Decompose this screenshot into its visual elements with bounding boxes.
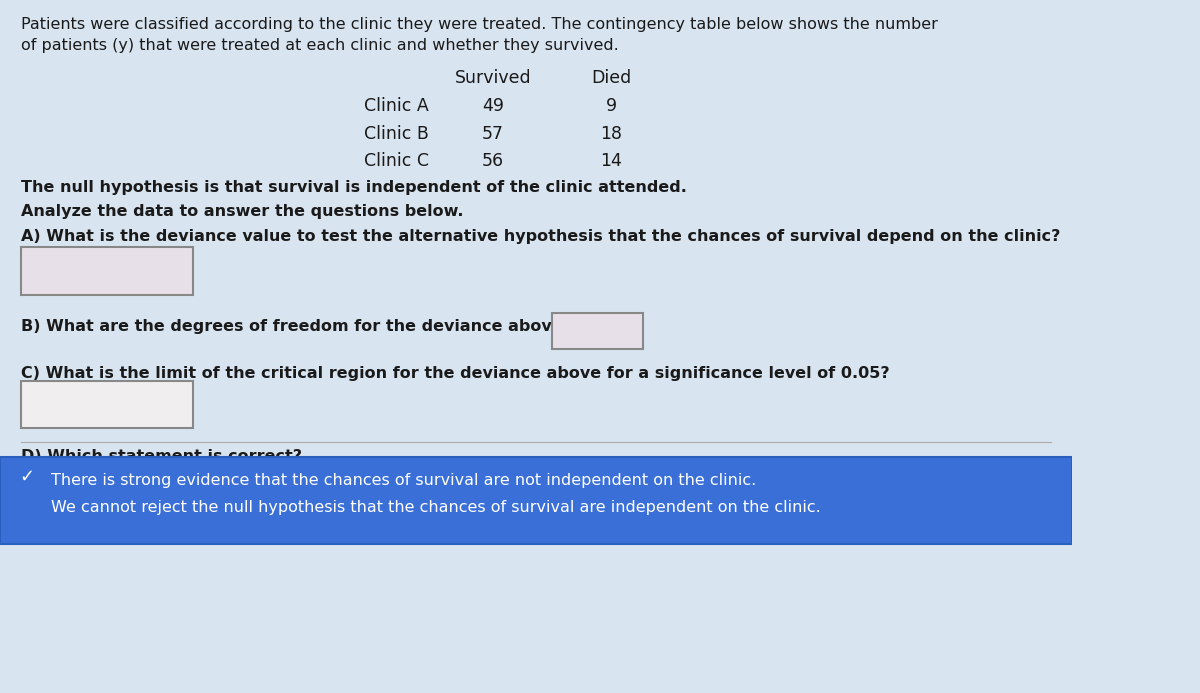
Text: 57: 57	[482, 125, 504, 143]
Text: Analyze the data to answer the questions below.: Analyze the data to answer the questions…	[22, 204, 464, 220]
FancyBboxPatch shape	[0, 457, 1072, 544]
FancyBboxPatch shape	[22, 247, 193, 295]
Text: C) What is the limit of the critical region for the deviance above for a signifi: C) What is the limit of the critical reg…	[22, 366, 890, 381]
Text: Clinic B: Clinic B	[365, 125, 430, 143]
Text: Clinic A: Clinic A	[365, 97, 430, 115]
Text: 9: 9	[606, 97, 617, 115]
Text: There is strong evidence that the chances of survival are not independent on the: There is strong evidence that the chance…	[52, 473, 757, 488]
Text: B) What are the degrees of freedom for the deviance above?: B) What are the degrees of freedom for t…	[22, 319, 572, 334]
Text: 18: 18	[600, 125, 622, 143]
Text: 14: 14	[600, 152, 622, 170]
Text: A) What is the deviance value to test the alternative hypothesis that the chance: A) What is the deviance value to test th…	[22, 229, 1061, 244]
Text: Survived: Survived	[455, 69, 532, 87]
Text: of patients (y) that were treated at each clinic and whether they survived.: of patients (y) that were treated at eac…	[22, 38, 619, 53]
Text: We cannot reject the null hypothesis that the chances of survival are independen: We cannot reject the null hypothesis tha…	[52, 500, 821, 516]
Text: Clinic C: Clinic C	[364, 152, 430, 170]
Text: 49: 49	[482, 97, 504, 115]
Text: The null hypothesis is that survival is independent of the clinic attended.: The null hypothesis is that survival is …	[22, 180, 688, 195]
Text: Died: Died	[590, 69, 631, 87]
Text: ✓: ✓	[19, 468, 35, 486]
Text: 56: 56	[482, 152, 504, 170]
Text: Patients were classified according to the clinic they were treated. The continge: Patients were classified according to th…	[22, 17, 938, 33]
Text: D) Which statement is correct?: D) Which statement is correct?	[22, 449, 302, 464]
FancyBboxPatch shape	[22, 381, 193, 428]
FancyBboxPatch shape	[552, 313, 643, 349]
